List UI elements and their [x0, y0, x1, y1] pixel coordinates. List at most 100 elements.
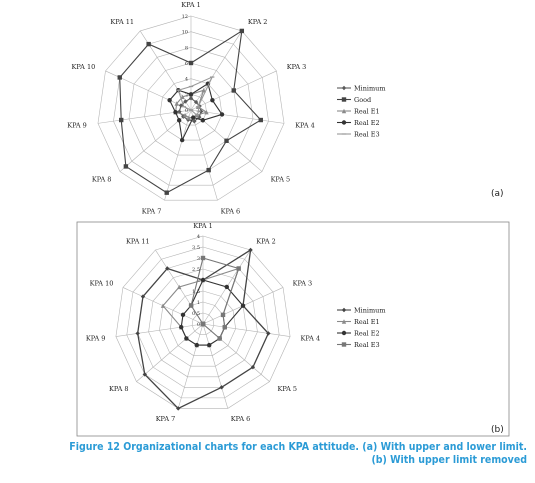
legend-label: Real E1	[354, 318, 380, 326]
data-point	[176, 118, 182, 123]
data-point	[224, 138, 229, 143]
data-point	[174, 101, 179, 106]
data-point	[176, 406, 181, 411]
legend-label: Minimum	[354, 306, 386, 314]
axis-spoke	[190, 109, 218, 201]
grid-ring	[128, 47, 254, 171]
data-point	[266, 331, 271, 336]
grid-ring	[97, 15, 285, 201]
category-label: KPA 10	[72, 63, 96, 71]
tick-label: 4	[197, 234, 200, 240]
caption-line-1: Figure 12 Organizational charts for each…	[69, 441, 527, 453]
data-point	[222, 324, 227, 330]
data-point	[164, 190, 169, 195]
category-label: KPA 2	[248, 18, 268, 26]
data-point	[117, 75, 122, 80]
series-good	[117, 28, 263, 195]
category-label: KPA 9	[67, 121, 87, 129]
data-point	[219, 385, 224, 390]
data-point	[140, 294, 146, 299]
data-point	[186, 115, 191, 120]
category-label: KPA 1	[181, 1, 201, 9]
data-point	[197, 114, 202, 120]
data-point	[236, 266, 241, 271]
category-label: KPA 4	[301, 335, 321, 343]
tick-label: 6	[185, 61, 188, 67]
data-point	[194, 342, 200, 348]
category-label: KPA 11	[110, 18, 134, 26]
category-label: KPA 5	[277, 385, 297, 393]
category-label: KPA 6	[221, 208, 241, 216]
axis-spoke	[115, 323, 204, 337]
grid-ring	[148, 268, 258, 378]
data-point	[200, 255, 206, 261]
grid-ring	[191, 312, 215, 335]
data-point	[192, 119, 197, 124]
grid-ring	[170, 290, 236, 356]
category-label: KPA 11	[126, 238, 150, 246]
axis-spoke	[164, 109, 192, 201]
tick-label: 12	[182, 14, 188, 20]
axis-spoke	[136, 323, 204, 382]
grid-ring	[159, 78, 223, 141]
data-point	[240, 303, 246, 308]
legend-label: Real E1	[354, 107, 380, 115]
data-point	[217, 336, 222, 341]
data-point	[231, 88, 236, 93]
legend-label: Real E3	[354, 341, 380, 349]
data-point	[239, 28, 245, 34]
data-point	[179, 324, 184, 330]
tick-label: 2.5	[192, 267, 200, 273]
series-real-e3	[188, 255, 241, 341]
series-line	[119, 29, 262, 194]
legend-marker	[341, 97, 347, 102]
data-point	[177, 284, 182, 290]
data-point	[188, 60, 194, 66]
category-label: KPA 7	[156, 415, 176, 423]
series-line	[137, 248, 270, 410]
series-real-e2	[179, 277, 246, 348]
tick-label: 0	[185, 108, 188, 114]
data-point	[258, 117, 263, 123]
data-point	[193, 99, 199, 105]
data-point	[123, 164, 129, 169]
category-label: KPA 7	[142, 208, 162, 216]
legend-label: Minimum	[354, 84, 386, 92]
axis-spoke	[190, 109, 285, 124]
category-label: KPA 8	[109, 385, 129, 393]
data-point	[173, 110, 178, 115]
data-point	[146, 41, 151, 47]
series-real-e3	[176, 75, 215, 117]
legend-marker	[341, 330, 347, 336]
legend-marker	[341, 120, 347, 125]
data-point	[180, 312, 186, 318]
tick-label: 10	[182, 30, 188, 36]
data-point	[119, 117, 124, 123]
series-minimum	[135, 247, 271, 411]
caption-line-2: (b) With upper limit removed	[371, 454, 527, 466]
data-point	[197, 103, 202, 109]
data-point	[182, 112, 188, 118]
chart-a-panel-label: (a)	[491, 189, 504, 199]
data-point	[183, 99, 188, 104]
tick-label: 3	[197, 256, 200, 262]
data-point	[248, 247, 253, 253]
data-point	[188, 303, 194, 308]
legend-marker	[341, 319, 347, 324]
data-point	[184, 336, 189, 341]
axis-spoke	[202, 323, 229, 409]
series-line	[180, 279, 244, 346]
data-point	[198, 109, 204, 114]
legend-marker	[341, 342, 347, 347]
data-point	[177, 109, 182, 114]
data-point	[200, 321, 206, 327]
data-point	[160, 303, 166, 308]
chart-b-panel-label: (b)	[491, 425, 504, 435]
data-point	[191, 115, 196, 120]
axis-spoke	[177, 323, 204, 409]
data-point	[188, 96, 194, 101]
tick-label: 0	[197, 322, 200, 328]
data-point	[224, 284, 229, 290]
